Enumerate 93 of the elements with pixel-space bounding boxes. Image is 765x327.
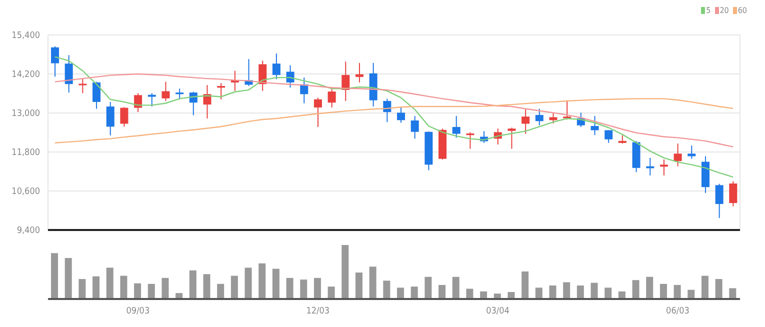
candlestick — [51, 46, 59, 78]
bar — [576, 286, 584, 299]
x-tick-label: 06/03 — [666, 306, 690, 316]
candlestick — [176, 88, 184, 100]
bar — [217, 284, 224, 299]
bar — [466, 288, 474, 299]
bar — [660, 284, 667, 299]
bar — [300, 280, 308, 299]
candlestick — [355, 62, 364, 83]
y-tick-label: 10,600 — [12, 187, 40, 198]
bar — [286, 278, 294, 299]
candlestick — [646, 157, 654, 176]
candlestick — [452, 115, 460, 138]
bar — [244, 268, 252, 299]
candlestick — [535, 108, 544, 126]
bar — [78, 279, 86, 299]
candlestick — [272, 53, 280, 80]
bar — [148, 284, 155, 299]
bar — [189, 270, 196, 299]
bar — [701, 276, 708, 299]
bar — [535, 288, 542, 299]
candlestick — [715, 183, 724, 218]
candlestick — [148, 92, 156, 107]
bar — [203, 274, 210, 299]
bar — [604, 288, 612, 299]
bar — [522, 271, 529, 299]
bar — [424, 276, 432, 299]
candlestick — [78, 78, 87, 94]
bar — [258, 263, 266, 299]
candlestick — [203, 84, 212, 120]
legend-label: 60 — [738, 6, 747, 15]
candlestick — [466, 132, 474, 150]
candlestick — [397, 106, 405, 124]
legend-label: 5 — [706, 6, 711, 15]
bar — [120, 276, 128, 299]
candlestick — [410, 115, 419, 140]
bar — [715, 279, 722, 299]
candlestick — [563, 100, 572, 120]
y-tick-label: 15,400 — [12, 31, 40, 42]
x-tick-label: 03/04 — [486, 306, 510, 316]
candlestick — [590, 115, 599, 136]
y-tick-label: 11,800 — [12, 148, 40, 158]
bar — [452, 276, 460, 299]
bar — [646, 276, 654, 299]
bar — [397, 288, 404, 299]
candlestick — [508, 127, 516, 150]
bar — [106, 268, 114, 299]
candlestick — [134, 92, 142, 113]
bar — [328, 286, 335, 299]
bar — [314, 278, 321, 299]
bar — [410, 286, 418, 299]
bar — [549, 286, 556, 299]
candlestick — [120, 106, 128, 128]
bar — [162, 278, 169, 299]
bar — [438, 284, 446, 299]
candlestick — [162, 81, 170, 102]
bar — [355, 272, 362, 299]
bar — [383, 280, 390, 299]
candlestick — [729, 180, 738, 207]
line-series — [54, 98, 734, 144]
candlestick — [64, 54, 73, 94]
bar — [729, 288, 736, 299]
candlestick — [286, 64, 294, 88]
bar — [342, 245, 349, 299]
bar — [51, 253, 58, 299]
bar — [134, 283, 142, 299]
bar — [272, 268, 280, 299]
y-tick-label: 14,200 — [12, 70, 40, 80]
candlestick — [522, 108, 530, 134]
y-tick-label: 13,000 — [12, 109, 40, 120]
candlestick — [660, 158, 668, 176]
candlestick — [106, 101, 114, 136]
x-tick-label: 09/03 — [126, 306, 150, 316]
candlestick — [688, 145, 696, 160]
x-tick-label: 12/03 — [306, 306, 330, 316]
candlestick — [328, 88, 336, 108]
bar — [674, 284, 681, 299]
candlestick — [604, 130, 613, 144]
candlestick — [314, 97, 322, 128]
candlestick — [92, 81, 101, 110]
candlestick — [342, 61, 350, 102]
bar — [590, 282, 598, 299]
candlestick — [674, 143, 682, 167]
y-tick-label: 9,400 — [16, 226, 40, 236]
bar — [369, 266, 376, 299]
candlestick — [217, 82, 226, 100]
bar — [563, 282, 570, 299]
bar — [632, 280, 640, 299]
bar — [230, 276, 238, 299]
bar — [64, 258, 72, 299]
legend-label: 20 — [720, 6, 729, 15]
candlestick — [549, 112, 558, 124]
bar — [92, 276, 100, 299]
